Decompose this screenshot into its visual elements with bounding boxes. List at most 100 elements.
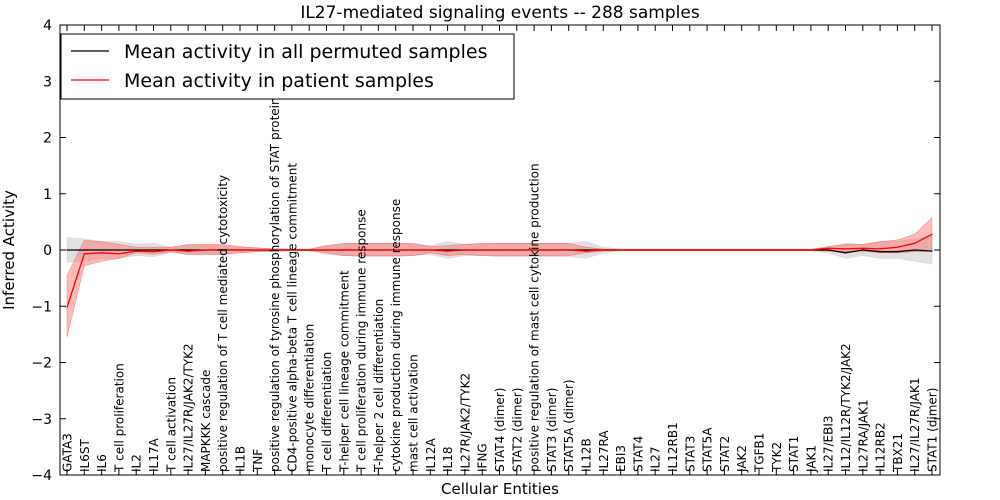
y-tick-label-2: −2	[31, 356, 52, 372]
patient-point-49	[914, 242, 916, 244]
x-tick-label-0: GATA3	[61, 433, 75, 472]
permuted-point-1	[83, 249, 85, 251]
y-tick-label-6: 2	[43, 131, 52, 147]
x-tick-label-11: TNF	[251, 449, 265, 473]
x-tick-label-8: MAPKKK cascade	[199, 370, 213, 472]
x-tick-label-23: IL27R/JAK2/TYK2	[458, 373, 472, 472]
x-tick-label-39: JAK2	[735, 445, 749, 473]
patient-point-23	[464, 249, 466, 251]
x-tick-label-1: IL6ST	[78, 439, 92, 472]
y-axis-label: Inferred Activity	[0, 190, 18, 310]
x-tick-label-25: STAT4 (dimer)	[493, 388, 507, 472]
x-tick-label-18: T-helper 2 cell differentiation	[372, 299, 386, 473]
legend: Mean activity in all permuted samples Me…	[60, 33, 515, 100]
patient-point-25	[498, 249, 501, 251]
permuted-point-4	[135, 249, 137, 251]
patient-band	[66, 216, 933, 338]
x-tick-label-24: IFNG	[476, 443, 490, 472]
x-tick-label-41: TYK2	[770, 442, 784, 473]
y-tick-label-4: 0	[43, 243, 52, 259]
patient-point-34	[654, 249, 656, 251]
x-tick-label-45: IL12/IL12R/TYK2/JAK2	[839, 343, 853, 472]
x-tick-label-48: TBX21	[891, 433, 905, 473]
patient-point-9	[222, 249, 224, 251]
patient-point-17	[360, 249, 362, 251]
x-tick-label-9: positive regulation of T cell mediated c…	[216, 175, 230, 472]
patient-point-36	[689, 249, 691, 251]
patient-point-39	[741, 249, 743, 251]
patient-point-8	[204, 249, 206, 251]
x-tick-label-43: JAK1	[804, 445, 818, 473]
patient-point-19	[395, 249, 397, 251]
patient-point-2	[101, 252, 103, 254]
patient-point-35	[671, 249, 674, 251]
x-tick-label-5: IL17A	[147, 438, 161, 472]
x-tick-label-7: IL27/IL27R/JAK2/TYK2	[182, 343, 196, 472]
permuted-point-30	[585, 249, 587, 251]
chart-title: IL27-mediated signaling events -- 288 sa…	[300, 3, 700, 23]
x-tick-label-44: IL27/EBI3	[822, 415, 836, 472]
patient-point-0	[66, 306, 68, 308]
x-tick-label-40: TGFB1	[753, 433, 767, 473]
permuted-point-44	[827, 249, 829, 251]
permuted-point-45	[844, 252, 847, 254]
x-tick-label-50: STAT1 (dimer)	[926, 388, 940, 472]
patient-point-40	[758, 249, 760, 251]
patient-point-6	[170, 249, 172, 251]
patient-point-50	[931, 233, 933, 235]
x-tick-label-34: IL27	[649, 447, 663, 473]
y-tick-label-3: −1	[31, 299, 52, 315]
x-tick-label-28: STAT3 (dimer)	[545, 388, 559, 472]
x-tick-label-30: IL12B	[580, 438, 594, 472]
patient-point-44	[827, 247, 829, 249]
patient-point-15	[325, 249, 328, 251]
x-tick-label-29: STAT5A (dimer)	[562, 379, 576, 472]
x-tick-label-12: positive regulation of tyrosine phosphor…	[268, 97, 282, 472]
y-tick-label-1: −3	[31, 412, 52, 428]
patient-point-13	[291, 249, 293, 251]
x-tick-label-36: STAT3	[683, 436, 697, 472]
x-tick-label-3: T cell proliferation	[112, 363, 126, 473]
permuted-point-7	[187, 249, 189, 251]
x-tick-label-31: IL27RA	[597, 430, 611, 472]
patient-point-27	[533, 249, 535, 251]
series-lines	[66, 233, 933, 308]
x-tick-label-17: T cell proliferation during immune respo…	[355, 209, 369, 473]
permuted-point-5	[152, 249, 155, 251]
permuted-point-47	[879, 251, 881, 253]
x-tick-label-49: IL27/IL27R/JAK1	[908, 378, 922, 472]
patient-point-5	[152, 251, 155, 253]
x-tick-label-20: mast cell activation	[407, 354, 421, 472]
y-tick-label-5: 1	[43, 187, 52, 203]
patient-point-28	[550, 249, 553, 251]
patient-point-46	[862, 247, 864, 249]
confidence-bands	[66, 216, 933, 338]
permuted-point-48	[896, 251, 899, 253]
legend-label-permuted: Mean activity in all permuted samples	[124, 41, 487, 63]
patient-point-16	[343, 249, 345, 251]
x-tick-label-13: CD4-positive alpha-beta T cell lineage c…	[285, 163, 299, 472]
patient-point-29	[568, 249, 570, 251]
x-tick-label-14: monocyte differentiation	[303, 324, 317, 472]
permuted-point-3	[118, 249, 120, 251]
patient-point-14	[308, 249, 310, 251]
patient-point-11	[256, 249, 258, 251]
x-tick-label-2: IL6	[95, 454, 109, 472]
x-tick-label-26: STAT2 (dimer)	[510, 388, 524, 472]
patient-point-4	[135, 250, 137, 252]
patient-point-26	[516, 249, 518, 251]
x-tick-label-22: IL18	[441, 447, 455, 473]
patient-point-33	[637, 249, 639, 251]
patient-point-10	[239, 249, 241, 251]
x-tick-label-6: T cell activation	[164, 377, 178, 473]
x-tick-label-4: IL2	[130, 454, 144, 472]
y-tick-label-8: 4	[43, 18, 52, 34]
x-tick-label-32: EBI3	[614, 445, 628, 472]
y-axis: −4 −3 −2 −1 0 1 2 3 4	[31, 18, 940, 484]
permuted-point-0	[66, 249, 68, 251]
patient-point-31	[602, 249, 604, 251]
x-tick-label-38: STAT2	[718, 436, 732, 472]
x-axis-label: Cellular Entities	[441, 480, 559, 498]
x-tick-label-21: IL12A	[424, 438, 438, 472]
